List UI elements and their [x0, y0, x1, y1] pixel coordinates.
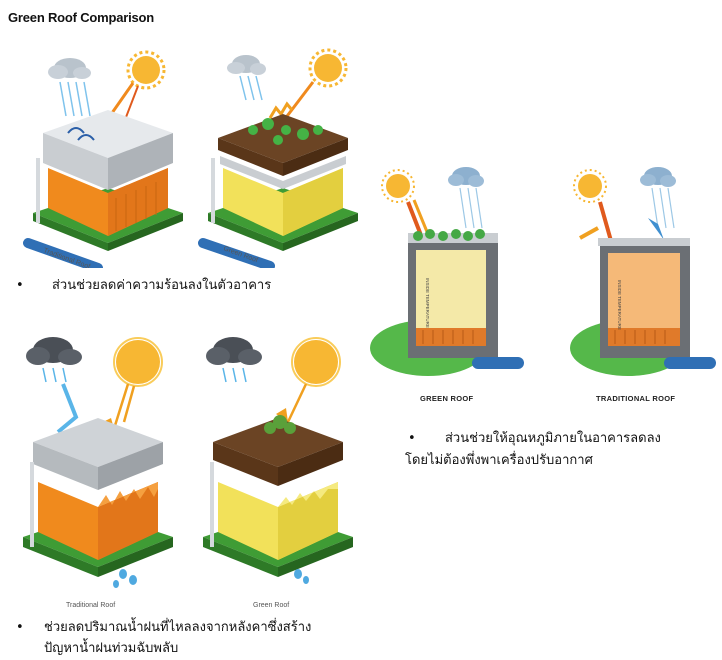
storm-cloud-icon [26, 337, 82, 365]
green-roof-building: Green Roof [203, 337, 353, 609]
sun-icon [291, 337, 341, 387]
bullet-marker: • [408, 431, 416, 446]
green-roof-section: INSIDE TEMPERATURE GREEN ROOF [370, 167, 524, 403]
water-drops-icon [294, 569, 309, 584]
water-bullet-line2: ปัญหาน้ำฝนท่วมฉับพลับ [44, 641, 179, 656]
page-title: Green Roof Comparison [8, 10, 155, 25]
water-runoff-illustration: Traditional Roof [8, 322, 360, 614]
inside-temperature-label: INSIDE TEMPERATURE [617, 280, 622, 330]
sun-icon [573, 169, 607, 203]
sun-icon [308, 48, 348, 88]
traditional-roof-building: Traditional Roof [23, 337, 173, 609]
traditional-roof-section: INSIDE TEMPERATURE TRADITIONAL ROOF [570, 167, 716, 403]
cloud-icon [48, 58, 91, 79]
water-drops-icon [113, 569, 137, 588]
heat-comparison-illustration: Traditional Roof [8, 38, 360, 273]
sun-icon [113, 337, 163, 387]
indoor-bullet-line2: โดยไม่ต้องพึ่งพาเครื่องปรับอากาศ [405, 453, 593, 468]
traditional-roof-caption: Traditional Roof [66, 602, 115, 609]
traditional-roof-building: Traditional Roof [23, 50, 183, 273]
cloud-icon [227, 55, 266, 75]
water-bullet-line1: ช่วยลดปริมาณน้ำฝนที่ไหลลงจากหลังคาซึ่งสร… [44, 620, 312, 635]
indoor-temperature-illustration: INSIDE TEMPERATURE GREEN ROOF [368, 158, 720, 410]
inside-temperature-label: INSIDE TEMPERATURE [425, 278, 430, 328]
bullet-marker: • [16, 620, 24, 635]
sun-icon [381, 169, 415, 203]
cloud-icon [640, 167, 676, 187]
sun-icon [126, 50, 166, 90]
green-roof-caption: Green Roof [253, 602, 289, 609]
bullet-marker: • [16, 278, 24, 293]
indoor-bullet-line1: ส่วนช่วยให้อุณหภูมิภายในอาคารลดลง [445, 431, 661, 446]
green-roof-building: Green Roof [198, 48, 358, 271]
cloud-icon [448, 167, 484, 187]
green-roof-label: GREEN ROOF [420, 394, 474, 403]
storm-cloud-icon [206, 337, 262, 365]
traditional-roof-label: TRADITIONAL ROOF [596, 394, 675, 403]
heat-bullet-text: ส่วนช่วยลดค่าความร้อนลงในตัวอาคาร [52, 278, 272, 293]
